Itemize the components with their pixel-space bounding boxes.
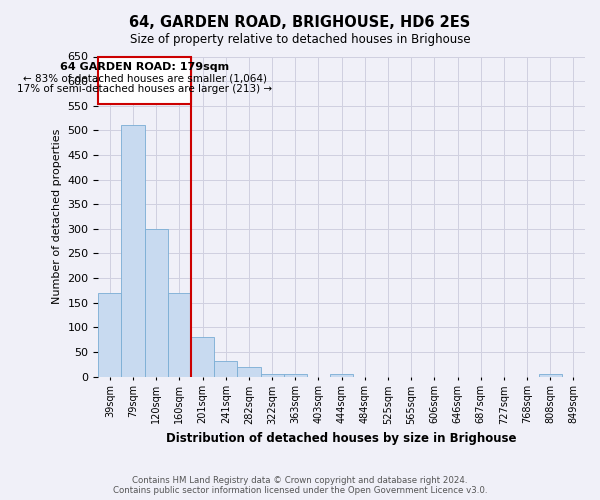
Bar bbox=[214, 361, 238, 376]
Text: 17% of semi-detached houses are larger (213) →: 17% of semi-detached houses are larger (… bbox=[17, 84, 272, 94]
Bar bbox=[284, 374, 307, 376]
Bar bbox=[121, 126, 145, 376]
Bar bbox=[330, 374, 353, 376]
FancyBboxPatch shape bbox=[98, 58, 191, 104]
Text: 64 GARDEN ROAD: 179sqm: 64 GARDEN ROAD: 179sqm bbox=[60, 62, 229, 72]
Bar bbox=[191, 337, 214, 376]
Text: Contains HM Land Registry data © Crown copyright and database right 2024.
Contai: Contains HM Land Registry data © Crown c… bbox=[113, 476, 487, 495]
Text: Size of property relative to detached houses in Brighouse: Size of property relative to detached ho… bbox=[130, 32, 470, 46]
Bar bbox=[539, 374, 562, 376]
Bar bbox=[238, 366, 260, 376]
Text: 64, GARDEN ROAD, BRIGHOUSE, HD6 2ES: 64, GARDEN ROAD, BRIGHOUSE, HD6 2ES bbox=[130, 15, 470, 30]
Bar bbox=[98, 293, 121, 376]
X-axis label: Distribution of detached houses by size in Brighouse: Distribution of detached houses by size … bbox=[166, 432, 517, 445]
Y-axis label: Number of detached properties: Number of detached properties bbox=[52, 129, 62, 304]
Bar bbox=[145, 229, 168, 376]
Text: ← 83% of detached houses are smaller (1,064): ← 83% of detached houses are smaller (1,… bbox=[23, 74, 266, 84]
Bar bbox=[168, 293, 191, 376]
Bar bbox=[260, 374, 284, 376]
